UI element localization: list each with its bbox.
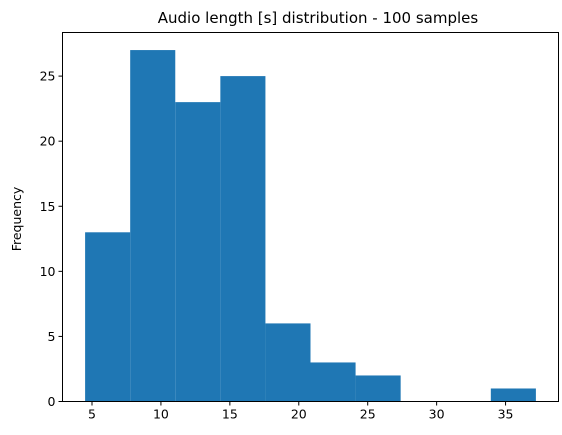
chart-title: Audio length [s] distribution - 100 samp… [158, 9, 479, 27]
y-tick-label: 0 [48, 394, 56, 409]
x-axis-ticks: 5 10 15 20 25 30 35 [88, 401, 514, 422]
y-tick-label: 20 [40, 134, 56, 149]
x-tick-label: 30 [429, 407, 445, 422]
histogram-bar [355, 375, 401, 402]
y-axis-label: Frequency [9, 186, 24, 251]
histogram-bar [130, 50, 176, 402]
histogram-bar [175, 102, 221, 402]
plot-frame [62, 32, 559, 402]
histogram-bar [310, 362, 356, 402]
y-tick-label: 5 [48, 329, 56, 344]
x-tick-label: 5 [88, 407, 96, 422]
x-tick-label: 35 [498, 407, 514, 422]
x-tick-label: 20 [291, 407, 307, 422]
bars-group [85, 50, 536, 402]
y-tick-label: 15 [40, 199, 56, 214]
x-tick-label: 15 [222, 407, 238, 422]
y-axis-ticks: 0 5 10 15 20 25 [40, 69, 63, 409]
histogram-bar [85, 232, 131, 402]
x-tick-label: 10 [153, 407, 169, 422]
histogram-bar [220, 76, 266, 402]
x-tick-label: 25 [360, 407, 376, 422]
y-tick-label: 25 [40, 69, 56, 84]
y-tick-label: 10 [40, 264, 56, 279]
histogram-bar [490, 388, 536, 402]
histogram-bar [265, 323, 311, 402]
